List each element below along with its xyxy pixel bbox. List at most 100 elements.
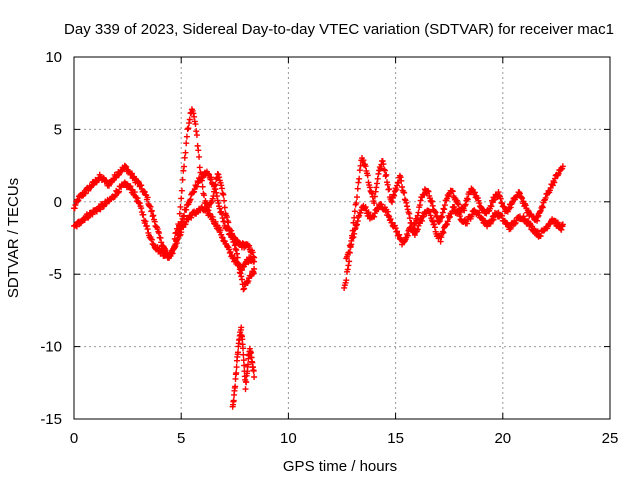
x-tick-label: 15	[387, 430, 404, 447]
data-point	[173, 229, 180, 236]
data-point	[150, 212, 157, 219]
data-point	[373, 184, 380, 191]
data-point	[71, 205, 78, 212]
data-point	[391, 192, 398, 199]
data-point	[246, 242, 253, 249]
data-point	[147, 203, 154, 210]
data-point	[432, 209, 439, 216]
data-point	[488, 203, 495, 210]
data-point	[210, 193, 217, 200]
grid	[74, 57, 610, 419]
data-point	[100, 174, 107, 181]
data-point	[439, 228, 446, 235]
data-point	[181, 154, 188, 161]
data-point	[441, 206, 448, 213]
data-point	[461, 207, 468, 214]
data-point	[217, 227, 224, 234]
data-point	[197, 169, 204, 176]
data-point	[374, 175, 381, 182]
data-point	[403, 199, 410, 206]
data-point	[388, 197, 395, 204]
data-point	[184, 126, 191, 133]
data-point	[240, 357, 247, 364]
x-tick-label: 25	[602, 430, 619, 447]
data-point	[208, 174, 215, 181]
data-point	[97, 206, 104, 213]
data-point	[240, 345, 247, 352]
data-point	[415, 209, 422, 216]
data-point	[464, 220, 471, 227]
data-point	[536, 208, 543, 215]
data-point	[238, 273, 245, 280]
data-point	[524, 207, 531, 214]
data-point	[230, 397, 237, 404]
data-point	[227, 248, 234, 255]
data-point	[414, 215, 421, 222]
data-point	[497, 195, 504, 202]
data-point	[235, 262, 242, 269]
data-point	[516, 190, 523, 197]
data-point	[427, 212, 434, 219]
data-point	[192, 121, 199, 128]
data-point	[348, 241, 355, 248]
data-points	[71, 106, 566, 410]
data-point	[219, 215, 226, 222]
data-point	[180, 167, 187, 174]
data-point	[414, 226, 421, 233]
data-point	[404, 232, 411, 239]
data-point	[232, 245, 239, 252]
data-point	[158, 239, 165, 246]
data-point	[196, 164, 203, 171]
data-point	[181, 163, 188, 170]
data-point	[539, 204, 546, 211]
data-point	[362, 163, 369, 170]
data-point	[212, 181, 219, 188]
data-point	[559, 163, 566, 170]
data-point	[371, 213, 378, 220]
data-point	[374, 180, 381, 187]
data-point	[138, 182, 145, 189]
data-point	[116, 188, 123, 195]
data-point	[115, 189, 122, 196]
data-point	[362, 203, 369, 210]
data-point	[464, 195, 471, 202]
data-point	[431, 221, 438, 228]
x-tick-label: 20	[494, 430, 511, 447]
data-point	[172, 243, 179, 250]
data-point	[417, 197, 424, 204]
data-point	[496, 192, 503, 199]
data-point	[401, 196, 408, 203]
x-axis-label: GPS time / hours	[283, 458, 397, 475]
data-point	[426, 208, 433, 215]
data-point	[93, 208, 100, 215]
data-point	[542, 194, 549, 201]
data-point	[140, 211, 147, 218]
data-point	[228, 252, 235, 259]
data-point	[195, 147, 202, 154]
data-point	[356, 167, 363, 174]
data-point	[491, 196, 498, 203]
data-point	[187, 196, 194, 203]
data-point	[237, 270, 244, 277]
data-point	[397, 174, 404, 181]
data-point	[157, 234, 164, 241]
data-point	[131, 189, 138, 196]
data-point	[183, 140, 190, 147]
data-point	[144, 226, 151, 233]
data-point	[511, 220, 518, 227]
data-point	[205, 170, 212, 177]
data-point	[419, 217, 426, 224]
data-point	[186, 116, 193, 123]
y-tick-label: -15	[40, 411, 62, 428]
data-point	[534, 213, 541, 220]
data-point	[134, 195, 141, 202]
data-point	[476, 200, 483, 207]
data-point	[433, 213, 440, 220]
data-point	[198, 177, 205, 184]
data-point	[209, 213, 216, 220]
data-point	[186, 120, 193, 127]
data-point	[429, 202, 436, 209]
data-point	[72, 201, 79, 208]
data-point	[537, 233, 544, 240]
